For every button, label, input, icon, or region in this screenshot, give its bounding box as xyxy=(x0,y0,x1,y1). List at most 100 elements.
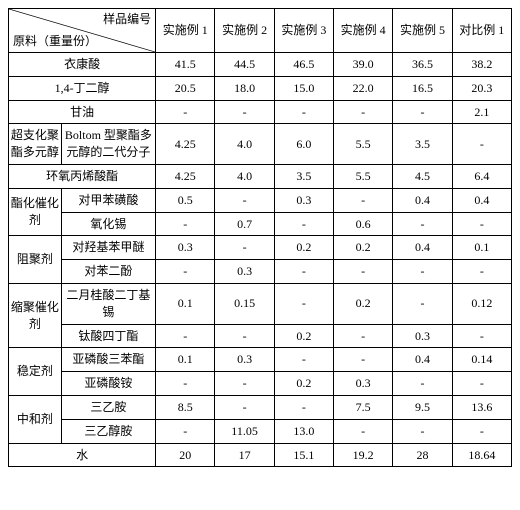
diagonal-header: 样品编号 原料（重量份） xyxy=(9,9,156,53)
col-header: 实施例 3 xyxy=(274,9,333,53)
row-subcategory: 亚磷酸三苯酯 xyxy=(61,348,155,372)
table-row: 氧化锡-0.7-0.6-- xyxy=(9,212,512,236)
value-cell: - xyxy=(274,100,333,124)
value-cell: 38.2 xyxy=(452,53,511,77)
value-cell: - xyxy=(452,124,511,165)
table-row: 三乙醇胺-11.0513.0--- xyxy=(9,419,512,443)
table-row: 酯化催化剂对甲苯磺酸0.5-0.3-0.40.4 xyxy=(9,188,512,212)
value-cell: 0.7 xyxy=(215,212,274,236)
value-cell: 19.2 xyxy=(334,443,393,467)
value-cell: 39.0 xyxy=(334,53,393,77)
table-row: 水201715.119.22818.64 xyxy=(9,443,512,467)
value-cell: - xyxy=(156,260,215,284)
table-body: 衣康酸41.544.546.539.036.538.21,4-丁二醇20.518… xyxy=(9,53,512,467)
value-cell: 22.0 xyxy=(334,76,393,100)
value-cell: 0.2 xyxy=(334,283,393,324)
value-cell: - xyxy=(215,236,274,260)
table-row: 阻聚剂对羟基苯甲醚0.3-0.20.20.40.1 xyxy=(9,236,512,260)
table-row: 超支化聚酯多元醇Boltom 型聚酯多元醇的二代分子4.254.06.05.53… xyxy=(9,124,512,165)
value-cell: 0.2 xyxy=(274,236,333,260)
value-cell: 9.5 xyxy=(393,395,452,419)
table-row: 环氧丙烯酸酯4.254.03.55.54.56.4 xyxy=(9,164,512,188)
value-cell: 3.5 xyxy=(274,164,333,188)
row-subcategory: 对甲苯磺酸 xyxy=(61,188,155,212)
value-cell: 0.3 xyxy=(215,260,274,284)
value-cell: - xyxy=(156,419,215,443)
value-cell: - xyxy=(334,260,393,284)
value-cell: - xyxy=(156,324,215,348)
row-category: 水 xyxy=(9,443,156,467)
value-cell: 36.5 xyxy=(393,53,452,77)
value-cell: 17 xyxy=(215,443,274,467)
value-cell: - xyxy=(274,260,333,284)
table-row: 1,4-丁二醇20.518.015.022.016.520.3 xyxy=(9,76,512,100)
col-header: 对比例 1 xyxy=(452,9,511,53)
row-category: 1,4-丁二醇 xyxy=(9,76,156,100)
row-subcategory: 二月桂酸二丁基锡 xyxy=(61,283,155,324)
row-category: 衣康酸 xyxy=(9,53,156,77)
value-cell: - xyxy=(452,324,511,348)
value-cell: 13.0 xyxy=(274,419,333,443)
value-cell: 0.4 xyxy=(393,348,452,372)
value-cell: 0.14 xyxy=(452,348,511,372)
value-cell: 0.6 xyxy=(334,212,393,236)
value-cell: - xyxy=(334,348,393,372)
value-cell: 0.12 xyxy=(452,283,511,324)
value-cell: 15.1 xyxy=(274,443,333,467)
table-row: 对苯二酚-0.3---- xyxy=(9,260,512,284)
value-cell: 4.0 xyxy=(215,124,274,165)
value-cell: 4.25 xyxy=(156,164,215,188)
value-cell: 0.4 xyxy=(393,236,452,260)
value-cell: 11.05 xyxy=(215,419,274,443)
value-cell: - xyxy=(274,348,333,372)
value-cell: - xyxy=(334,324,393,348)
row-category: 酯化催化剂 xyxy=(9,188,62,236)
value-cell: 0.1 xyxy=(452,236,511,260)
row-subcategory: 三乙胺 xyxy=(61,395,155,419)
table-row: 衣康酸41.544.546.539.036.538.2 xyxy=(9,53,512,77)
value-cell: 0.3 xyxy=(274,188,333,212)
value-cell: - xyxy=(334,419,393,443)
row-subcategory: 钛酸四丁酯 xyxy=(61,324,155,348)
value-cell: - xyxy=(156,100,215,124)
value-cell: 41.5 xyxy=(156,53,215,77)
col-header: 实施例 2 xyxy=(215,9,274,53)
value-cell: 15.0 xyxy=(274,76,333,100)
value-cell: 7.5 xyxy=(334,395,393,419)
diag-bottom-label: 原料（重量份） xyxy=(13,33,97,50)
table-row: 钛酸四丁酯--0.2-0.3- xyxy=(9,324,512,348)
value-cell: 0.4 xyxy=(393,188,452,212)
table-row: 缩聚催化剂二月桂酸二丁基锡0.10.15-0.2-0.12 xyxy=(9,283,512,324)
value-cell: 20 xyxy=(156,443,215,467)
value-cell: 20.5 xyxy=(156,76,215,100)
value-cell: 0.3 xyxy=(156,236,215,260)
value-cell: - xyxy=(274,212,333,236)
col-header: 实施例 4 xyxy=(334,9,393,53)
value-cell: 3.5 xyxy=(393,124,452,165)
value-cell: - xyxy=(334,100,393,124)
row-category: 阻聚剂 xyxy=(9,236,62,284)
value-cell: 4.5 xyxy=(393,164,452,188)
value-cell: - xyxy=(393,212,452,236)
value-cell: 6.0 xyxy=(274,124,333,165)
value-cell: 28 xyxy=(393,443,452,467)
value-cell: - xyxy=(393,283,452,324)
row-category: 环氧丙烯酸酯 xyxy=(9,164,156,188)
composition-table: 样品编号 原料（重量份） 实施例 1 实施例 2 实施例 3 实施例 4 实施例… xyxy=(8,8,512,467)
table-row: 亚磷酸铵--0.20.3-- xyxy=(9,372,512,396)
col-header: 实施例 5 xyxy=(393,9,452,53)
value-cell: 5.5 xyxy=(334,164,393,188)
value-cell: - xyxy=(452,212,511,236)
table-head: 样品编号 原料（重量份） 实施例 1 实施例 2 实施例 3 实施例 4 实施例… xyxy=(9,9,512,53)
col-header: 实施例 1 xyxy=(156,9,215,53)
row-category: 甘油 xyxy=(9,100,156,124)
value-cell: 0.2 xyxy=(334,236,393,260)
row-subcategory: 对苯二酚 xyxy=(61,260,155,284)
row-subcategory: 对羟基苯甲醚 xyxy=(61,236,155,260)
row-subcategory: Boltom 型聚酯多元醇的二代分子 xyxy=(61,124,155,165)
table-row: 中和剂三乙胺8.5--7.59.513.6 xyxy=(9,395,512,419)
value-cell: 6.4 xyxy=(452,164,511,188)
row-category: 稳定剂 xyxy=(9,348,62,396)
diag-top-label: 样品编号 xyxy=(103,11,151,28)
table-row: 稳定剂亚磷酸三苯酯0.10.3--0.40.14 xyxy=(9,348,512,372)
